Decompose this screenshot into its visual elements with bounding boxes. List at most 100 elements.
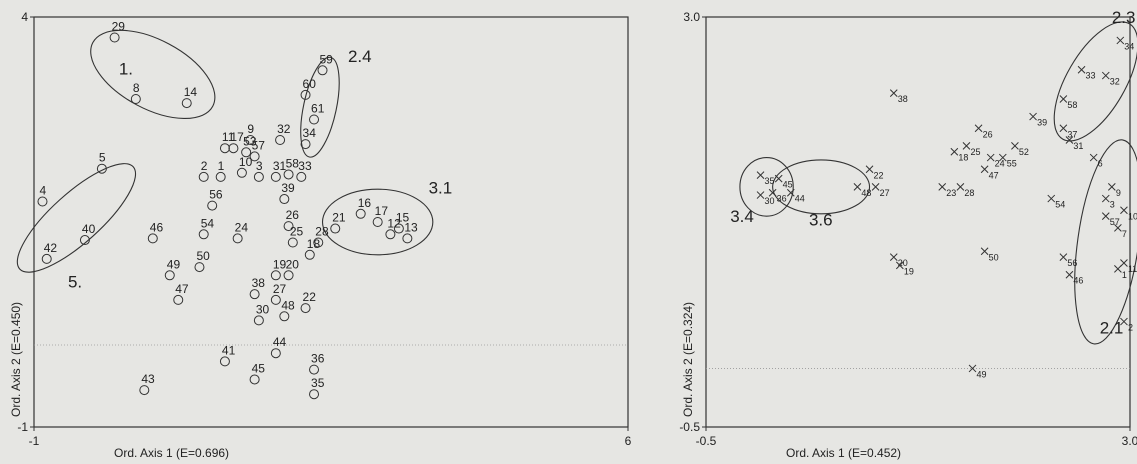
chart-0-point-marker [304, 249, 315, 260]
chart-1-point-marker [1059, 124, 1068, 133]
chart-0-y-tick-label: -1 [17, 420, 28, 434]
chart-0-point-marker [270, 348, 281, 359]
chart-0-point-label: 54 [201, 216, 215, 230]
chart-1-point-label: 7 [1122, 229, 1127, 239]
chart-0-point-label: 21 [332, 211, 346, 225]
chart-1-point-marker [756, 191, 765, 199]
chart-1-point-label: 39 [1037, 118, 1047, 128]
chart-0-point-marker [41, 253, 52, 264]
chart-0-point-marker [300, 89, 311, 100]
chart-0-point-label: 9 [247, 122, 254, 136]
chart-0-point-label: 4 [39, 184, 46, 198]
chart-1-group-label: 3.4 [730, 207, 754, 226]
chart-1-point-label: 26 [983, 129, 993, 139]
chart-0-point-label: 20 [286, 257, 300, 271]
chart-1-group-ellipse [1053, 21, 1137, 142]
chart-1-point-marker [1120, 317, 1128, 326]
chart-1-group-ellipse [739, 157, 794, 217]
chart-0-point-label: 49 [167, 257, 181, 271]
chart-1-point-marker [968, 364, 977, 373]
chart-0-point-marker [249, 151, 260, 162]
chart-0-point-marker [173, 294, 184, 305]
chart-1-point-label: 1 [1122, 270, 1127, 280]
chart-1-point-marker [1114, 265, 1122, 273]
chart-1-point-label: 52 [1019, 147, 1029, 157]
chart-0-point-label: 43 [141, 372, 155, 386]
chart-0-point-label: 48 [281, 298, 295, 312]
chart-0-group-ellipse [16, 163, 137, 273]
chart-0-group-label: 1. [119, 59, 133, 78]
chart-0-point-marker [279, 311, 290, 322]
chart-0-point-label: 27 [273, 282, 287, 296]
chart-1-point-marker [895, 261, 904, 270]
chart-0-point-label: 29 [112, 20, 126, 34]
chart-0-x-tick-label: -1 [29, 434, 40, 448]
chart-0-point-marker [253, 171, 264, 182]
chart-1-point-marker [1116, 36, 1125, 45]
chart-0-point-marker [219, 356, 230, 367]
chart-1-x-tick-label: 3.0 [1122, 434, 1137, 448]
chart-0-point-label: 38 [252, 276, 266, 290]
chart-0-point-marker [309, 389, 320, 400]
chart-1-point-marker [865, 165, 874, 174]
chart-1-point-label: 56 [1067, 258, 1077, 268]
chart-0-point-label: 25 [290, 225, 304, 239]
chart-0-point-marker [402, 233, 413, 244]
chart-1-point-label: 6 [1098, 159, 1103, 169]
chart-0-point-label: 41 [222, 343, 236, 357]
chart-0-y-tick-label: 4 [21, 10, 28, 24]
chart-1-point-marker [1101, 194, 1110, 203]
chart-1-point-label: 37 [1067, 129, 1077, 139]
chart-0-point-label: 12 [387, 216, 401, 230]
chart-0-group-ellipse [300, 56, 340, 158]
chart-1-y-axis-label: Ord. Axis 2 (E=0.324) [681, 302, 695, 417]
chart-0-point-marker [296, 171, 307, 182]
chart-0-point-marker [198, 171, 209, 182]
chart-0-point-label: 32 [277, 122, 291, 136]
chart-0-y-axis-label: Ord. Axis 2 (E=0.450) [9, 302, 23, 417]
chart-0-point-label: 46 [150, 220, 164, 234]
chart-0-point-marker [275, 135, 286, 145]
chart-0-point-marker [372, 217, 383, 227]
chart-0-point-marker [147, 233, 158, 244]
chart-0-point-label: 40 [82, 222, 96, 236]
chart-0-point-label: 59 [320, 52, 334, 66]
chart-1-group-label: 3.6 [809, 211, 833, 230]
chart-0-point-label: 17 [230, 130, 244, 144]
chart-1-point-marker [1077, 65, 1086, 74]
chart-1-point-marker [1029, 112, 1037, 121]
chart-0-point-label: 58 [286, 156, 300, 170]
chart-1-point-marker [1101, 212, 1110, 220]
chart-0-point-marker [355, 208, 366, 219]
chart-1-point-label: 54 [1055, 200, 1065, 210]
chart-1-point-marker [938, 183, 947, 191]
chart-0-x-tick-label: 6 [625, 434, 632, 448]
chart-0-point-label: 13 [404, 220, 418, 234]
chart-0-group-label: 5. [68, 273, 82, 292]
chart-0-point-label: 15 [396, 211, 410, 225]
chart-0-point-marker [194, 262, 205, 273]
chart-1-point-label: 30 [765, 196, 775, 206]
chart-0-point-marker [253, 315, 264, 326]
chart-1-point-marker [974, 124, 983, 133]
chart-1-point-marker [1107, 183, 1116, 191]
chart-0-point-label: 36 [311, 352, 325, 366]
chart-1-point-label: 36 [777, 194, 787, 204]
chart-1-point-label: 20 [898, 258, 908, 268]
chart-1-point-label: 2 [1128, 323, 1133, 333]
chart-1-point-marker [1114, 224, 1122, 232]
chart-1-point-marker [986, 153, 995, 162]
chart-0-point-label: 3 [256, 159, 263, 173]
ordination-plot-right: -0.5 3.0 3.0 -0.5 Ord. Axis 1 (E=0.452) Ord. … [679, 8, 1137, 460]
chart-1-point-label: 33 [1086, 71, 1096, 81]
chart-1-point-label: 19 [904, 266, 914, 276]
chart-0-point-marker [236, 167, 247, 178]
chart-0-point-label: 35 [311, 376, 325, 390]
chart-1-point-label: 46 [1073, 276, 1083, 286]
chart-1-point-label: 23 [946, 188, 956, 198]
chart-1-point-label: 25 [970, 147, 980, 157]
chart-1-point-label: 27 [880, 188, 890, 198]
chart-0-point-marker [207, 200, 218, 211]
chart-0-point-label: 18 [307, 237, 321, 251]
